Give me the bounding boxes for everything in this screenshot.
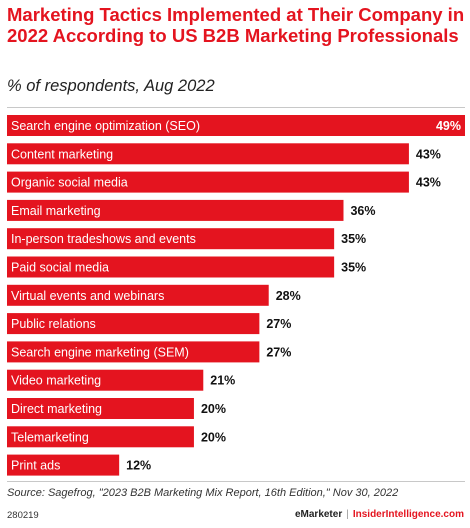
category-label: Public relations bbox=[11, 317, 96, 331]
bar bbox=[7, 398, 194, 419]
brand-insider-intelligence: InsiderIntelligence.com bbox=[352, 509, 464, 520]
bar bbox=[7, 199, 344, 221]
value-label: 27% bbox=[266, 345, 291, 359]
category-label: Email marketing bbox=[11, 204, 101, 218]
category-label: Direct marketing bbox=[11, 402, 102, 416]
value-label: 20% bbox=[201, 402, 226, 416]
bar bbox=[7, 454, 120, 476]
bar bbox=[7, 171, 409, 193]
category-label: Search engine marketing (SEM) bbox=[11, 345, 189, 359]
bar bbox=[7, 228, 335, 250]
value-label: 43% bbox=[416, 176, 441, 190]
bar bbox=[7, 256, 335, 278]
chart-id: 280219 bbox=[7, 510, 39, 521]
bar bbox=[7, 369, 204, 391]
category-label: In-person tradeshows and events bbox=[11, 232, 196, 246]
chart-title: Marketing Tactics Implemented at Their C… bbox=[7, 4, 465, 46]
bar bbox=[7, 143, 409, 165]
category-label: Video marketing bbox=[11, 374, 101, 388]
category-label: Paid social media bbox=[11, 261, 109, 275]
brand-footer: eMarketer | InsiderIntelligence.com bbox=[295, 509, 464, 520]
category-label: Organic social media bbox=[11, 176, 128, 190]
value-label: 12% bbox=[126, 459, 151, 473]
bar-chart: Search engine optimization (SEO) 49% Conte… bbox=[7, 115, 465, 476]
value-label: 21% bbox=[210, 374, 235, 388]
bar bbox=[7, 341, 260, 363]
value-label: 43% bbox=[416, 147, 441, 161]
value-label: 35% bbox=[341, 261, 366, 275]
brand-separator: | bbox=[346, 509, 349, 520]
bar bbox=[7, 313, 260, 335]
value-label: 35% bbox=[341, 232, 366, 246]
value-label: 36% bbox=[350, 204, 375, 218]
bar bbox=[7, 284, 269, 306]
source-note: Source: Sagefrog, "2023 B2B Marketing Mi… bbox=[7, 487, 399, 499]
category-label: Search engine optimization (SEO) bbox=[11, 119, 200, 133]
value-label: 49% bbox=[436, 119, 461, 133]
brand-emarketer: eMarketer bbox=[294, 509, 343, 520]
value-label: 20% bbox=[201, 430, 226, 444]
value-label: 27% bbox=[266, 317, 291, 331]
category-label: Print ads bbox=[11, 459, 60, 473]
value-label: 28% bbox=[276, 289, 301, 303]
top-divider bbox=[7, 107, 465, 108]
bar bbox=[7, 115, 465, 136]
category-label: Content marketing bbox=[11, 147, 113, 161]
category-label: Virtual events and webinars bbox=[11, 289, 164, 303]
category-label: Telemarketing bbox=[11, 430, 89, 444]
bottom-divider bbox=[7, 481, 465, 482]
bar bbox=[7, 426, 194, 448]
chart-subtitle: % of respondents, Aug 2022 bbox=[7, 77, 215, 95]
